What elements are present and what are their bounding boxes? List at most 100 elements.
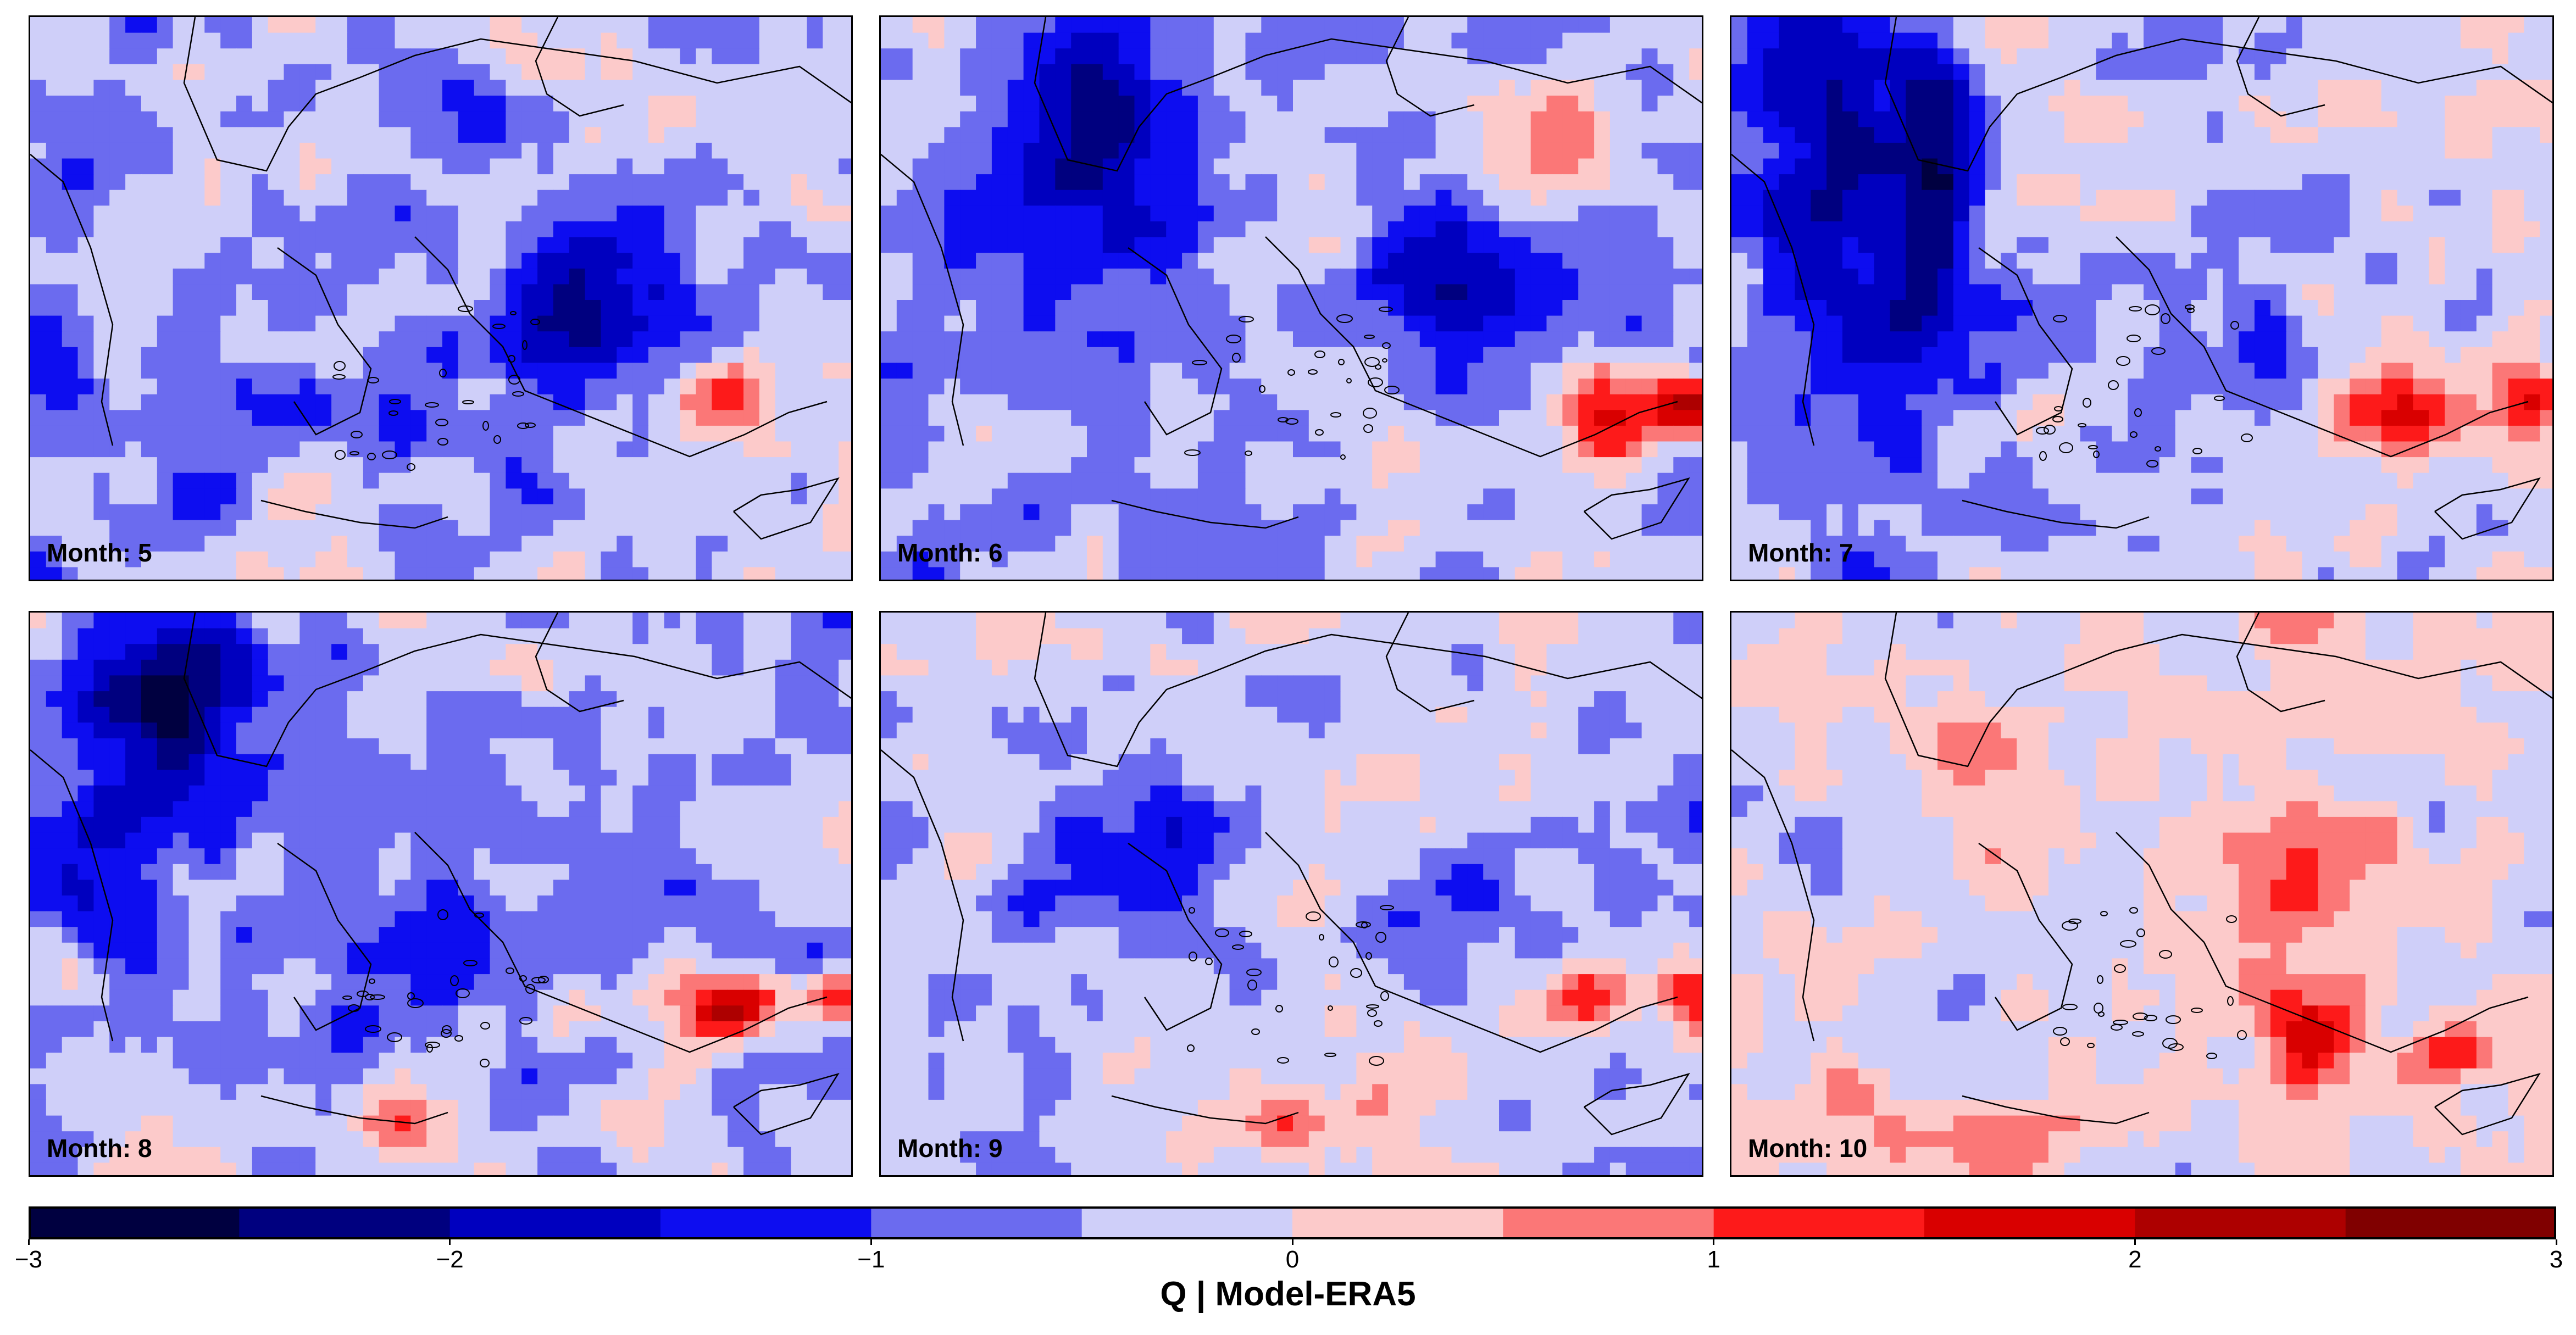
grid-cell — [1261, 174, 1278, 191]
grid-cell — [1007, 190, 1024, 206]
grid-cell — [299, 488, 316, 505]
grid-cell — [426, 64, 443, 80]
grid-cell — [458, 221, 475, 238]
grid-cell — [1134, 347, 1151, 363]
grid-cell — [1134, 48, 1151, 65]
grid-cell — [46, 205, 63, 222]
grid-cell — [1483, 551, 1500, 568]
grid-cell — [2429, 205, 2445, 222]
grid-cell — [77, 64, 94, 80]
grid-cell — [1134, 221, 1151, 238]
grid-cell — [157, 284, 174, 301]
grid-cell — [1842, 80, 1859, 96]
grid-cell — [2033, 284, 2049, 301]
grid-cell — [1372, 441, 1389, 458]
grid-cell — [1102, 268, 1119, 285]
grid-cell — [1953, 331, 1970, 348]
grid-cell — [976, 64, 992, 80]
grid-cell — [664, 48, 681, 65]
grid-cell — [506, 425, 522, 442]
grid-cell — [315, 32, 332, 49]
grid-cell — [1641, 142, 1658, 159]
grid-cell — [2524, 268, 2540, 285]
grid-cell — [1118, 221, 1135, 238]
grid-cell — [46, 567, 63, 580]
grid-cell — [1922, 17, 1938, 34]
grid-cell — [1324, 394, 1341, 410]
grid-cell — [2080, 221, 2096, 238]
grid-cell — [1403, 127, 1420, 143]
grid-cell — [1071, 221, 1087, 238]
grid-cell — [2239, 237, 2255, 253]
grid-cell — [1372, 17, 1389, 34]
grid-cell — [1261, 472, 1278, 489]
grid-cell — [395, 221, 411, 238]
grid-cell — [1419, 142, 1436, 159]
grid-cell — [1324, 315, 1341, 332]
grid-cell — [2381, 64, 2398, 80]
grid-cell — [2350, 300, 2366, 316]
grid-cell — [585, 142, 601, 159]
grid-cell — [1372, 520, 1389, 536]
grid-cell — [553, 472, 570, 489]
grid-cell — [1087, 80, 1103, 96]
grid-cell — [1906, 17, 1922, 34]
grid-cell — [1641, 221, 1658, 238]
grid-cell — [912, 520, 929, 536]
grid-cell — [569, 410, 586, 426]
grid-cell — [1763, 17, 1780, 34]
grid-cell — [1530, 504, 1547, 521]
grid-cell — [1039, 158, 1056, 175]
grid-cell — [743, 472, 760, 489]
grid-cell — [2413, 96, 2429, 112]
grid-cell — [2286, 300, 2302, 316]
grid-cell — [93, 32, 110, 49]
grid-cell — [928, 127, 945, 143]
grid-cell — [1625, 253, 1642, 269]
grid-cell — [1842, 300, 1859, 316]
grid-cell — [2064, 48, 2081, 65]
grid-cell — [696, 536, 712, 552]
grid-cell — [1087, 567, 1103, 580]
grid-cell — [881, 237, 897, 253]
grid-cell — [2492, 142, 2508, 159]
grid-cell — [2381, 315, 2398, 332]
grid-cell — [839, 441, 851, 458]
grid-cell — [1150, 32, 1167, 49]
grid-cell — [299, 268, 316, 285]
grid-cell — [1985, 96, 2001, 112]
grid-cell — [284, 48, 300, 65]
grid-cell — [2397, 190, 2413, 206]
grid-cell — [896, 253, 913, 269]
grid-cell — [1451, 174, 1468, 191]
coastline — [183, 17, 851, 172]
grid-cell — [2223, 174, 2239, 191]
grid-cell — [1324, 425, 1341, 442]
grid-cell — [1747, 253, 1764, 269]
grid-cell — [1245, 331, 1262, 348]
grid-cell — [601, 488, 617, 505]
grid-cell — [506, 48, 522, 65]
grid-cell — [347, 127, 364, 143]
grid-cell — [410, 347, 427, 363]
grid-cell — [2540, 111, 2552, 127]
grid-cell — [2254, 158, 2271, 175]
grid-cell — [912, 96, 929, 112]
grid-cell — [569, 48, 586, 65]
grid-cell — [347, 567, 364, 580]
grid-cell — [664, 472, 681, 489]
grid-cell — [648, 127, 665, 143]
grid-cell — [252, 80, 269, 96]
grid-cell — [696, 551, 712, 568]
grid-cell — [1197, 300, 1214, 316]
grid-cell — [1483, 111, 1500, 127]
grid-cell — [1731, 17, 1748, 34]
grid-cell — [2001, 237, 2017, 253]
grid-cell — [839, 80, 851, 96]
grid-cell — [395, 425, 411, 442]
grid-cell — [2096, 32, 2112, 49]
grid-cell — [2254, 237, 2271, 253]
grid-cell — [1403, 347, 1420, 363]
grid-cell — [426, 520, 443, 536]
grid-cell — [1007, 32, 1024, 49]
